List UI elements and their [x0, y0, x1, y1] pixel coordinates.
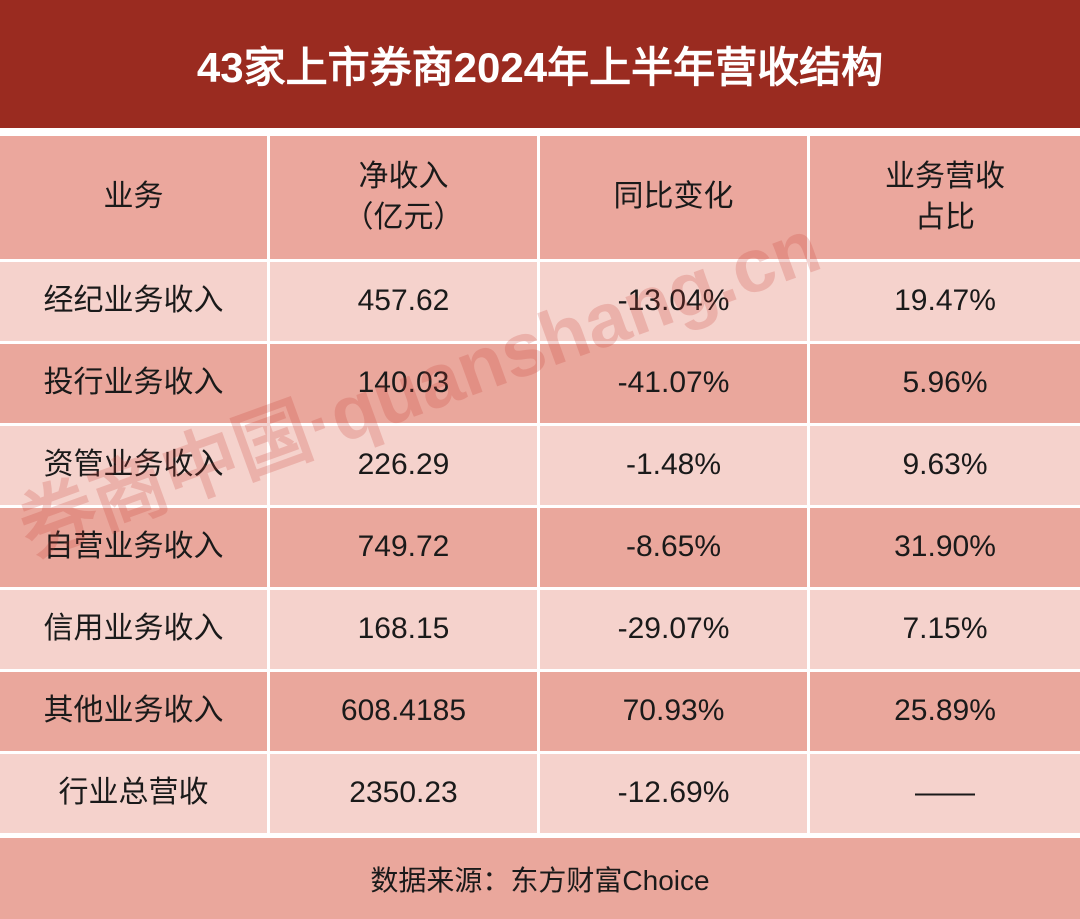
- table-cell: -1.48%: [540, 426, 810, 508]
- table-cell: -13.04%: [540, 262, 810, 344]
- table-cell: -29.07%: [540, 590, 810, 672]
- table: 业务 净收入 （亿元） 同比变化 业务营收占比经纪业务收入 457.62 -13.04% 19…: [0, 136, 1080, 836]
- table-cell: 投行业务收入: [0, 344, 270, 426]
- table-cell: 70.93%: [540, 672, 810, 754]
- table-cell: 经纪业务收入: [0, 262, 270, 344]
- table-cell: 行业总营收: [0, 754, 270, 836]
- table-cell: 9.63%: [810, 426, 1080, 508]
- table-cell: 608.4185: [270, 672, 540, 754]
- table-cell: 140.03: [270, 344, 540, 426]
- header-line: （亿元）: [343, 200, 464, 234]
- table-cell: -8.65%: [540, 508, 810, 590]
- table-cell: 19.47%: [810, 262, 1080, 344]
- table-cell: 749.72: [270, 508, 540, 590]
- header-line: 占比: [915, 200, 975, 234]
- table-cell: 7.15%: [810, 590, 1080, 672]
- title: 43家上市券商2024年上半年营收结构: [0, 0, 1080, 128]
- table-cell: 457.62: [270, 262, 540, 344]
- header-cell: 业务营收 占比: [810, 136, 1080, 262]
- table-cell: 自营业务收入: [0, 508, 270, 590]
- table-cell: 31.90%: [810, 508, 1080, 590]
- table-cell: 信用业务收入: [0, 590, 270, 672]
- source: 数据来源：东方财富Choice: [0, 838, 1080, 919]
- table-cell: -41.07%: [540, 344, 810, 426]
- table-cell: 226.29: [270, 426, 540, 508]
- header-line: 业务: [103, 180, 164, 214]
- header-cell: 业务: [0, 136, 270, 262]
- table-cell: 5.96%: [810, 344, 1080, 426]
- table-cell: 168.15: [270, 590, 540, 672]
- header-line: 同比变化: [613, 180, 734, 214]
- header-cell: 同比变化: [540, 136, 810, 262]
- table-cell: 25.89%: [810, 672, 1080, 754]
- header-line: 净收入: [358, 160, 449, 193]
- table-cell: -12.69%: [540, 754, 810, 836]
- table-cell: 2350.23: [270, 754, 540, 836]
- table-cell: ——: [810, 754, 1080, 836]
- header-cell: 净收入 （亿元）: [270, 136, 540, 262]
- table-cell: 资管业务收入: [0, 426, 270, 508]
- table-cell: 其他业务收入: [0, 672, 270, 754]
- header-line: 业务营收: [885, 160, 1005, 193]
